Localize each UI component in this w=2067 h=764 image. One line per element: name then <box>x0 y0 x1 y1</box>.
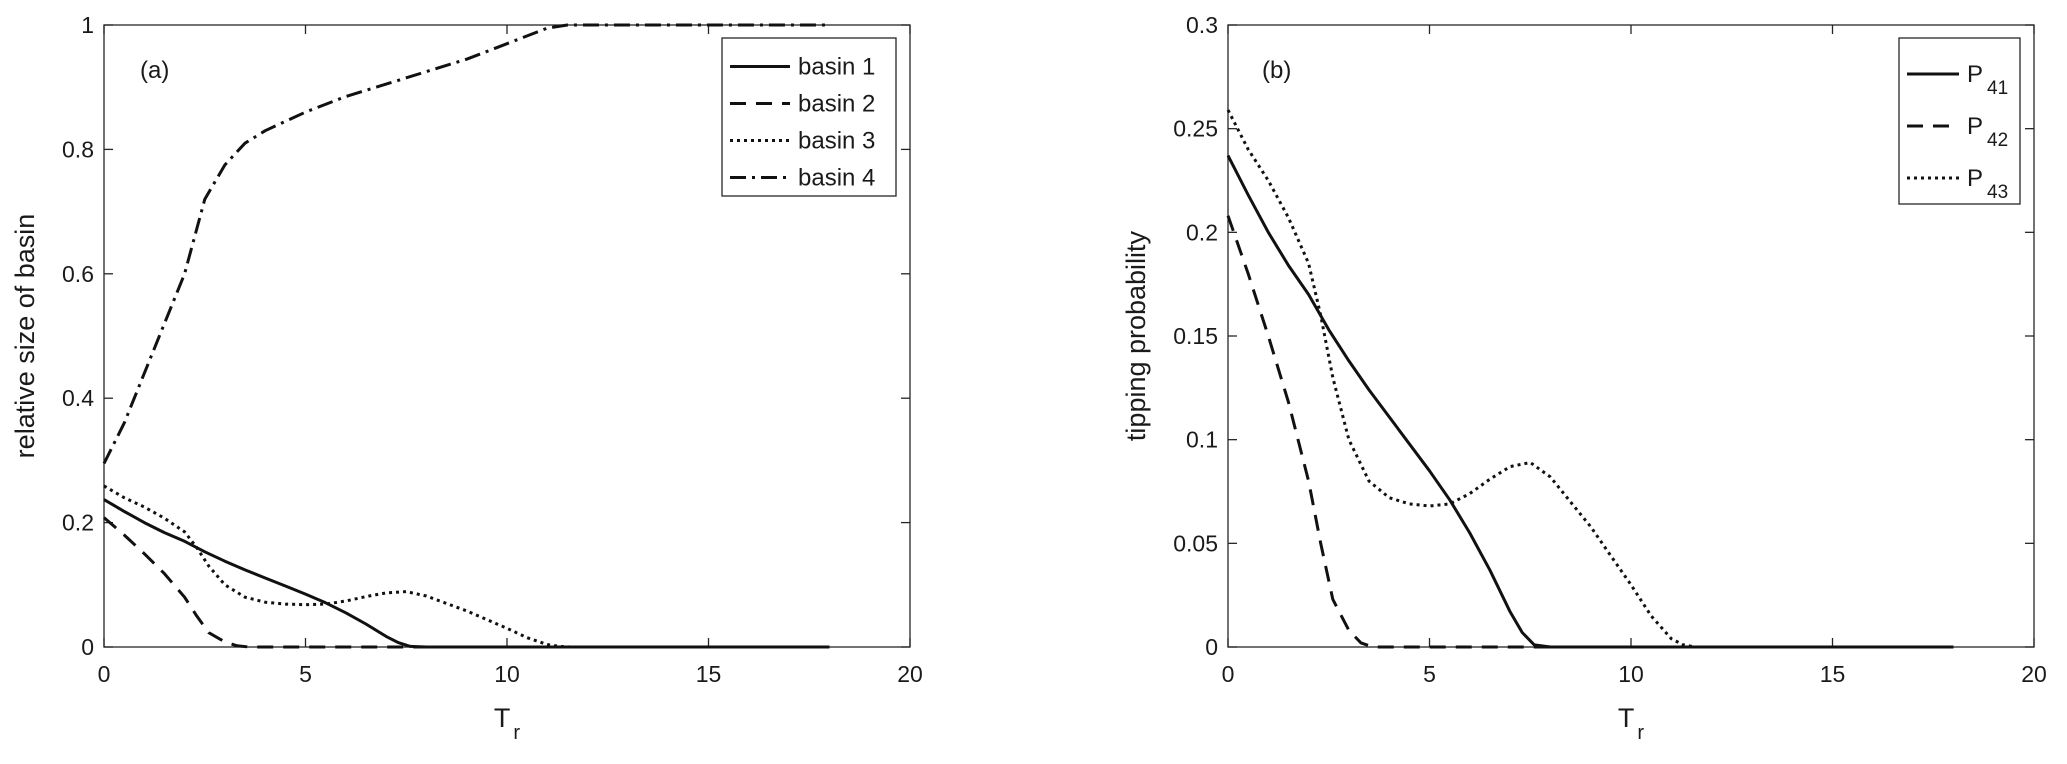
y-axis-label: tipping probability <box>1121 230 1151 441</box>
series-line-basin-4 <box>102 23 830 465</box>
legend-box <box>1898 37 2021 205</box>
legend-label: P42 <box>1967 113 2008 151</box>
legend-label-sub: 41 <box>1987 78 2008 99</box>
x-tick-label: 5 <box>299 661 312 687</box>
y-tick-label: 0.4 <box>62 385 94 411</box>
x-tick-label: 15 <box>1820 661 1846 687</box>
series-line-P43 <box>1226 109 1954 649</box>
y-tick-label: 0.1 <box>1186 427 1218 453</box>
x-tick-label: 15 <box>696 661 722 687</box>
panel-label: (b) <box>1262 57 1291 84</box>
x-tick-label: 20 <box>2021 661 2047 687</box>
y-tick-label: 0.2 <box>62 510 94 536</box>
y-tick-label: 0 <box>1205 634 1218 660</box>
y-axis-label: relative size of basin <box>10 214 40 459</box>
y-tick-label: 1 <box>81 12 94 38</box>
legend-label-sub: 43 <box>1987 182 2008 203</box>
chart-panel-a: 0 5 10 15 20 0 0.2 0.4 0.6 0.8 1 T r relative size of… <box>10 12 923 744</box>
chart-panel-b: 0 5 10 15 20 0 0.05 0.1 0.15 0.2 0.25 0.3 T r tipping … <box>1121 12 2047 744</box>
series-line-P41 <box>1226 154 1954 649</box>
x-tick-label: 10 <box>1618 661 1644 687</box>
y-tick-label: 0.25 <box>1173 116 1218 142</box>
y-tick-label: 0.15 <box>1173 323 1218 349</box>
x-tick-label: 20 <box>897 661 923 687</box>
legend-label-main: P <box>1967 113 1983 140</box>
x-tick-label: 10 <box>494 661 520 687</box>
y-tick-label: 0.05 <box>1173 530 1218 556</box>
legend-label-main: P <box>1967 61 1983 88</box>
y-tick-label: 0.2 <box>1186 219 1218 245</box>
x-tick-label: 0 <box>98 661 111 687</box>
series-line-basin-3 <box>103 484 830 649</box>
legend-label: basin 3 <box>798 128 875 155</box>
x-tick-label: 0 <box>1222 661 1235 687</box>
legend-label-main: basin 4 <box>798 165 875 192</box>
series-line-P42 <box>1226 215 1954 649</box>
y-tick-label: 0 <box>81 634 94 660</box>
x-axis-label-sub: r <box>1637 722 1644 744</box>
legend: basin 1 basin 2 basin 3 basin 4 <box>721 37 897 197</box>
x-axis-label-main: T <box>1618 703 1635 733</box>
legend-box <box>721 37 897 197</box>
legend-label: P41 <box>1967 61 2008 99</box>
y-tick-label: 0.6 <box>62 261 94 287</box>
x-axis-label-sub: r <box>513 722 520 744</box>
y-tick-label: 0.3 <box>1186 12 1218 38</box>
legend-label-main: basin 1 <box>798 54 875 81</box>
legend-label: P43 <box>1967 165 2008 203</box>
legend-label-main: basin 3 <box>798 128 875 155</box>
legend-label-sub: 42 <box>1987 130 2008 151</box>
legend-label: basin 4 <box>798 165 875 192</box>
legend-label-main: basin 2 <box>798 91 875 118</box>
y-tick-label: 0.8 <box>62 136 94 162</box>
series-line-basin-2 <box>103 516 830 649</box>
legend-label-main: P <box>1967 165 1983 192</box>
x-axis-label-main: T <box>494 703 511 733</box>
legend-label: basin 2 <box>798 91 875 118</box>
series-line-basin-1 <box>103 498 830 649</box>
panel-label: (a) <box>140 57 169 84</box>
x-tick-label: 5 <box>1423 661 1436 687</box>
legend-label: basin 1 <box>798 54 875 81</box>
